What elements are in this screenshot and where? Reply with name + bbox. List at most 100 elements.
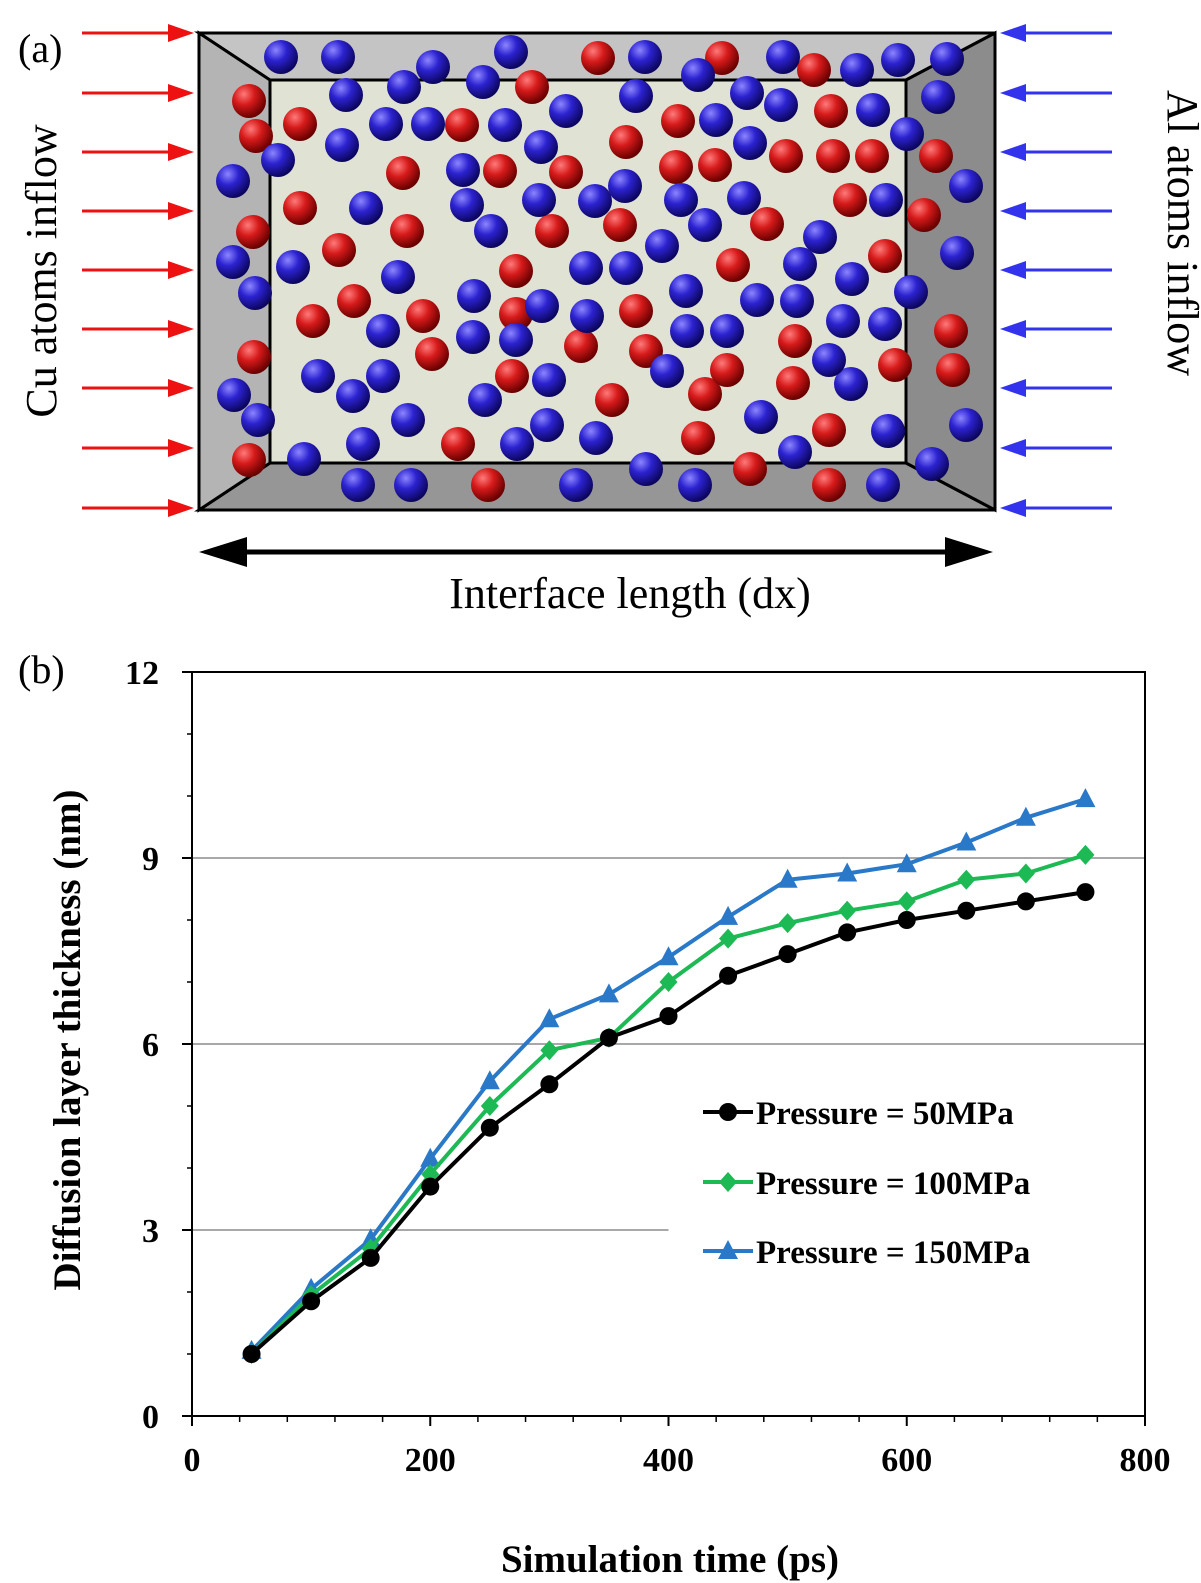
- data-point: [777, 868, 798, 888]
- cu-atom: [296, 304, 330, 338]
- cu-atom: [603, 208, 637, 242]
- cu-atom: [483, 154, 517, 188]
- al-inflow-arrow-icon: [1000, 261, 1112, 279]
- cu-atom: [415, 337, 449, 371]
- data-point: [599, 1028, 618, 1047]
- x-tick-label: 800: [1120, 1442, 1171, 1479]
- cu-atom: [936, 353, 970, 387]
- legend-item: Pressure = 150MPa: [703, 1235, 1030, 1271]
- cu-inflow-arrow-icon: [82, 24, 194, 42]
- plot-legend: Pressure = 50MPa Pressure = 100MPa Pressur…: [703, 1096, 1030, 1271]
- al-atom: [366, 359, 400, 393]
- data-point: [719, 966, 738, 985]
- data-point: [659, 1007, 678, 1026]
- cu-atom: [688, 377, 722, 411]
- al-atom: [740, 283, 774, 317]
- data-point: [658, 946, 679, 966]
- data-point: [838, 900, 857, 921]
- data-point: [837, 862, 858, 882]
- cu-atom: [515, 70, 549, 104]
- cu-inflow-arrow-icon: [82, 320, 194, 338]
- al-inflow-arrow-icon: [1000, 202, 1112, 220]
- al-atom: [783, 247, 817, 281]
- al-atom: [645, 229, 679, 263]
- cu-atom: [471, 468, 505, 502]
- data-point: [957, 869, 976, 890]
- cu-atom: [907, 198, 941, 232]
- cu-atom: [855, 139, 889, 173]
- al-atom: [730, 76, 764, 110]
- cu-atom: [776, 366, 810, 400]
- al-atom: [446, 153, 480, 187]
- cu-atom: [919, 139, 953, 173]
- al-atom: [488, 108, 522, 142]
- data-point: [718, 905, 739, 925]
- al-atom: [578, 184, 612, 218]
- al-atom: [840, 53, 874, 87]
- legend-marker-icon: [718, 1240, 738, 1259]
- panel-b-chart: (b) 0 3 6 9 12 0 200 400 600 800 Pressure = 50MPa…: [18, 647, 1171, 1581]
- cu-atom: [595, 383, 629, 417]
- al-atom: [608, 169, 642, 203]
- data-point: [361, 1248, 380, 1267]
- al-atom: [688, 208, 722, 242]
- cu-atom: [390, 214, 424, 248]
- atoms-group: [216, 35, 983, 502]
- al-atom: [522, 183, 556, 217]
- data-point: [897, 911, 916, 929]
- cu-atom: [878, 348, 912, 382]
- legend-item: Pressure = 50MPa: [703, 1096, 1014, 1132]
- cu-atom: [441, 427, 475, 461]
- series-circle: [242, 883, 1095, 1363]
- cu-atom: [698, 148, 732, 182]
- cu-atom: [386, 156, 420, 190]
- al-atom: [890, 117, 924, 151]
- arrowhead-left-icon: [199, 537, 247, 567]
- data-point: [719, 928, 738, 949]
- x-tick-label: 400: [643, 1442, 694, 1479]
- al-atom: [366, 314, 400, 348]
- data-point: [479, 1070, 500, 1090]
- al-atom: [216, 164, 250, 198]
- cu-inflow-arrow-icon: [82, 84, 194, 102]
- legend-item: Pressure = 100MPa: [703, 1166, 1030, 1202]
- al-inflow-arrow-icon: [1000, 84, 1112, 102]
- panel-b-label: (b): [18, 647, 65, 692]
- al-atom: [381, 260, 415, 294]
- legend-marker-icon: [719, 1172, 737, 1192]
- cu-atom: [549, 155, 583, 189]
- al-atom: [949, 408, 983, 442]
- al-atom: [766, 40, 800, 74]
- al-atom: [456, 320, 490, 354]
- al-atom: [894, 275, 928, 309]
- al-atom: [619, 79, 653, 113]
- cu-atom: [499, 254, 533, 288]
- cu-atom: [535, 214, 569, 248]
- al-atom: [570, 299, 604, 333]
- al-atom: [474, 214, 508, 248]
- plot-axes: 0 3 6 9 12 0 200 400 600 800: [125, 655, 1171, 1479]
- al-atom: [834, 367, 868, 401]
- al-atom: [650, 354, 684, 388]
- cu-atom: [750, 207, 784, 241]
- al-atom: [733, 126, 767, 160]
- al-atom: [778, 435, 812, 469]
- al-atom: [341, 468, 375, 502]
- al-atom: [301, 359, 335, 393]
- al-inflow-arrow-icon: [1000, 24, 1112, 42]
- cu-inflow-arrow-icon: [82, 143, 194, 161]
- cu-atom: [733, 452, 767, 486]
- panel-a-label: (a): [18, 26, 62, 71]
- data-point: [539, 1008, 560, 1028]
- interface-length-arrow: [199, 537, 993, 567]
- cu-atom: [659, 150, 693, 184]
- cu-atom: [778, 324, 812, 358]
- cu-atom: [564, 329, 598, 363]
- data-point: [480, 1096, 499, 1116]
- data-point: [598, 983, 619, 1003]
- legend-marker-icon: [719, 1103, 737, 1121]
- al-atom: [744, 400, 778, 434]
- legend-label: Pressure = 50MPa: [756, 1096, 1014, 1132]
- legend-label: Pressure = 150MPa: [756, 1235, 1030, 1271]
- al-atom: [569, 251, 603, 285]
